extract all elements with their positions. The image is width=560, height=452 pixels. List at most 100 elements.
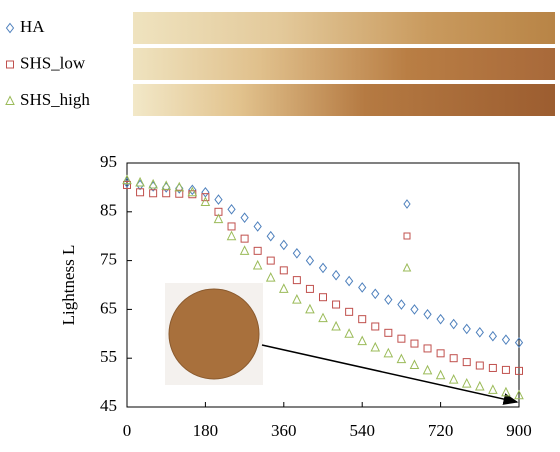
data-point	[136, 188, 145, 197]
data-point	[122, 174, 132, 185]
data-point	[488, 363, 497, 372]
plot-frame	[126, 162, 520, 408]
data-point	[344, 328, 354, 338]
data-point	[135, 176, 145, 187]
data-point	[278, 283, 289, 293]
data-point	[240, 234, 249, 243]
y-axis-label: Lightness L	[59, 245, 78, 326]
data-point	[436, 349, 445, 358]
data-point	[123, 180, 131, 189]
data-point	[344, 275, 354, 287]
x-tick-label: 540	[349, 421, 375, 440]
data-point	[148, 178, 158, 189]
data-point	[318, 312, 328, 323]
data-point	[488, 330, 498, 342]
x-tick-label: 180	[193, 421, 219, 440]
data-point	[266, 230, 275, 242]
legend-marker	[5, 95, 15, 105]
data-point	[332, 300, 341, 309]
data-point	[475, 327, 484, 338]
data-point	[501, 365, 510, 374]
y-tick-label: 45	[100, 396, 117, 415]
data-point	[161, 180, 172, 190]
data-point	[240, 212, 249, 223]
data-point	[449, 354, 458, 363]
data-point	[423, 344, 432, 353]
data-point	[213, 213, 224, 224]
data-point	[488, 384, 498, 394]
y-tick-label: 75	[100, 250, 117, 269]
data-point	[448, 374, 459, 384]
data-point	[410, 339, 419, 348]
data-point	[201, 193, 210, 202]
color-strip	[133, 84, 555, 116]
data-point	[384, 328, 393, 337]
data-point	[162, 189, 171, 198]
data-point	[175, 189, 184, 198]
sample-photo	[168, 288, 260, 380]
data-point	[279, 266, 288, 275]
y-tick-label: 65	[100, 298, 117, 317]
data-point	[396, 353, 407, 364]
data-point	[397, 299, 406, 310]
data-point	[515, 366, 523, 375]
data-point	[292, 294, 302, 304]
data-point	[174, 181, 185, 192]
color-strip	[133, 48, 555, 80]
data-point	[410, 304, 419, 315]
data-point	[371, 288, 380, 300]
data-point	[462, 358, 471, 367]
data-point	[227, 204, 236, 215]
y-tick-label: 85	[100, 201, 117, 220]
data-point	[475, 361, 484, 370]
data-point	[305, 303, 315, 314]
data-point	[462, 323, 471, 335]
data-point	[279, 239, 288, 251]
data-point	[436, 313, 445, 325]
data-point	[266, 256, 275, 265]
x-tick-label: 720	[428, 421, 454, 440]
y-tick-label: 95	[100, 152, 117, 171]
data-point	[292, 276, 301, 285]
data-point	[514, 337, 524, 348]
data-point	[253, 246, 262, 255]
legend-marker	[402, 262, 412, 272]
data-point	[357, 335, 368, 346]
legend-label: SHS_high	[20, 90, 90, 109]
data-point	[422, 364, 433, 375]
data-point	[188, 184, 197, 196]
data-point	[358, 315, 367, 324]
data-point	[501, 386, 511, 397]
legend-label: HA	[20, 17, 45, 36]
data-point	[383, 347, 394, 358]
data-point	[345, 307, 354, 316]
x-tick-label: 0	[123, 421, 132, 440]
data-point	[331, 269, 341, 281]
legend-marker	[403, 232, 411, 240]
data-point	[201, 186, 210, 198]
data-point	[265, 272, 276, 282]
data-point	[435, 369, 446, 380]
data-point	[292, 247, 302, 259]
legend-marker	[6, 60, 14, 69]
data-point	[397, 334, 406, 343]
data-point	[252, 259, 263, 270]
y-tick-label: 55	[100, 347, 117, 366]
data-point	[187, 186, 198, 197]
data-point	[331, 320, 341, 331]
data-point	[239, 245, 250, 255]
color-strip	[133, 12, 555, 44]
data-point	[461, 377, 472, 388]
x-tick-label: 360	[271, 421, 297, 440]
data-point	[371, 322, 380, 331]
data-point	[474, 380, 485, 391]
data-point	[358, 282, 367, 293]
data-point	[449, 318, 458, 330]
data-point	[253, 221, 262, 232]
data-point	[149, 189, 158, 198]
x-tick-label: 900	[506, 421, 532, 440]
data-point	[370, 341, 381, 352]
data-point	[319, 293, 327, 302]
data-point	[305, 255, 315, 266]
